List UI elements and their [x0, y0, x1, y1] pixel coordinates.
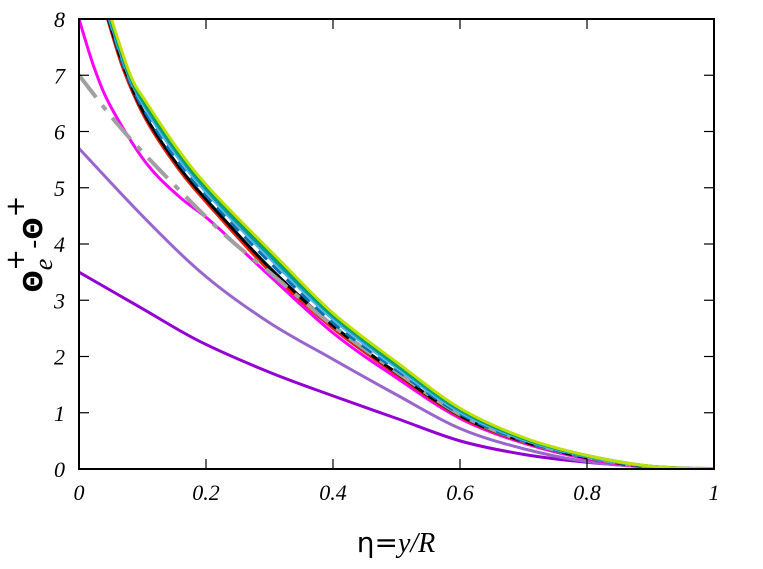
series-layer: [79, 19, 714, 469]
x-tick-label: 0.6: [446, 480, 474, 505]
y-axis-label: Θe+-Θ+: [1, 196, 58, 293]
x-tick-label: 0.4: [319, 480, 347, 505]
x-axis-label-italic: y/R: [395, 528, 435, 559]
series-line-10: [109, 19, 714, 469]
series-line-2: [79, 147, 714, 469]
series-line-3: [79, 19, 714, 469]
y-tick-label: 5: [54, 176, 65, 201]
x-tick-label: 0.2: [192, 480, 220, 505]
x-tick-label: 1: [709, 480, 720, 505]
series-line-11: [109, 19, 714, 469]
series-line-9: [108, 19, 714, 469]
y-tick-label: 6: [54, 120, 65, 145]
y-tick-label: 2: [54, 345, 65, 370]
y-tick-label: 3: [53, 288, 65, 313]
y-tick-label: 0: [54, 457, 65, 482]
y-tick-label: 1: [54, 401, 65, 426]
y-label-sup2: +: [1, 196, 31, 218]
y-label-theta2: Θ: [19, 217, 49, 239]
y-tick-label: 8: [54, 7, 65, 32]
series-line-7: [107, 19, 714, 469]
y-tick-label: 7: [54, 63, 66, 88]
y-label-minus: -: [19, 240, 49, 249]
plot-frame: [78, 18, 715, 470]
x-axis-label: η=y/R: [357, 526, 436, 559]
series-line-6: [79, 74, 714, 469]
series-line-8: [108, 19, 714, 469]
ticks-layer: 0 0.2 0.4 0.6 0.8 1 0 1 2 3 4 5 6 7 8: [53, 7, 720, 505]
x-tick-label: 0.8: [573, 480, 601, 505]
x-axis-label-prefix: η=: [357, 526, 398, 559]
y-label-sub: e: [29, 259, 58, 271]
y-label-theta1: Θ: [19, 270, 49, 292]
y-tick-label: 4: [54, 232, 65, 257]
svg-text:Θe+-Θ+: Θe+-Θ+: [1, 196, 58, 293]
x-tick-label: 0: [74, 480, 85, 505]
y-label-sup1: +: [1, 249, 31, 271]
